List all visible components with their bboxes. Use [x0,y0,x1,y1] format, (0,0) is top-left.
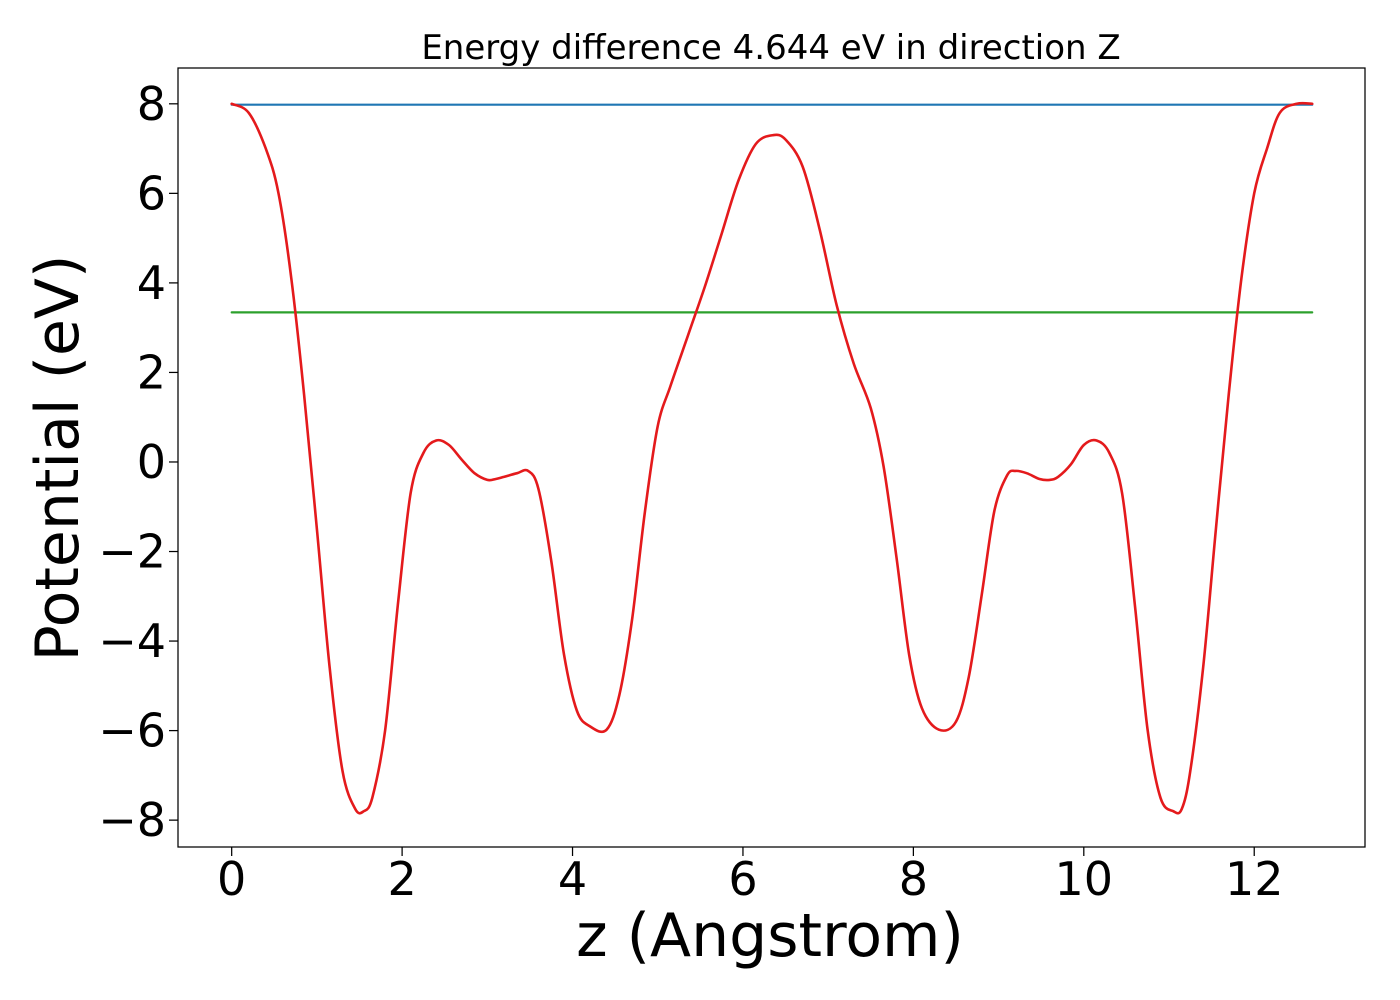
x-tick-label: 12 [1225,852,1284,906]
x-tick-label: 10 [1055,852,1114,906]
y-tick-label: 8 [137,77,166,131]
x-tick-label: 2 [387,852,416,906]
x-tick-label: 6 [728,852,757,906]
y-tick-label: 4 [137,256,166,310]
y-axis-label: Potential (eV) [23,255,93,662]
x-tick-label: 4 [558,852,587,906]
x-tick-label: 0 [217,852,246,906]
y-tick-label: −6 [98,704,166,758]
x-axis-label: z (Angstrom) [576,901,964,971]
y-tick-label: −2 [98,525,166,579]
chart-title: Energy difference 4.644 eV in direction … [421,28,1120,68]
y-tick-label: −4 [98,614,166,668]
y-tick-label: 0 [137,435,166,489]
y-tick-label: −8 [98,793,166,847]
x-tick-label: 8 [899,852,928,906]
x-axis: 0 2 4 6 8 10 12 [217,847,1283,906]
series-layer [230,101,1314,815]
y-axis: −8 −6 −4 −2 0 2 4 6 8 [98,77,178,847]
series-line-3 [230,101,1314,815]
y-tick-label: 2 [137,345,166,399]
y-tick-label: 6 [137,166,166,220]
plot-frame [177,67,1366,848]
